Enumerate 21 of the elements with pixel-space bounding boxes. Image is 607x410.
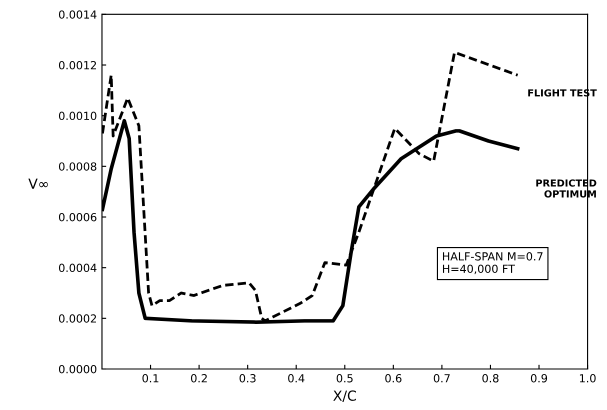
y-tick-label: 0.0012: [58, 60, 96, 70]
y-tick-label: 0.0000: [58, 364, 96, 374]
x-tick-label: 1.0: [580, 374, 596, 382]
y-tick-label: 0.0014: [58, 10, 96, 19]
y-tick-label: 0.0002: [58, 314, 96, 323]
x-tick-label: 0.2: [190, 374, 207, 382]
annotation: HALF-SPAN M=0.7 H=40,000 FT: [442, 252, 543, 274]
y-axis-title: V∞: [28, 178, 48, 189]
x-axis-title: X/C: [333, 390, 356, 402]
x-tick-label: 0.1: [142, 374, 158, 382]
y-tick-label: 0.0004: [58, 264, 96, 272]
y-tick-label: 0.0010: [58, 112, 96, 120]
x-tick-label: 0.8: [482, 374, 499, 382]
y-tick-label: 0.0006: [58, 212, 96, 222]
y-tick-label: 0.0008: [58, 162, 96, 171]
x-tick-label: 0.5: [336, 374, 353, 382]
x-tick-label: 0.6: [385, 374, 402, 382]
x-tick-label: 0.7: [434, 374, 450, 382]
x-tick-label: 0.4: [288, 374, 304, 382]
x-tick-label: 0.3: [240, 374, 256, 382]
x-tick-label: 0.9: [530, 374, 548, 382]
